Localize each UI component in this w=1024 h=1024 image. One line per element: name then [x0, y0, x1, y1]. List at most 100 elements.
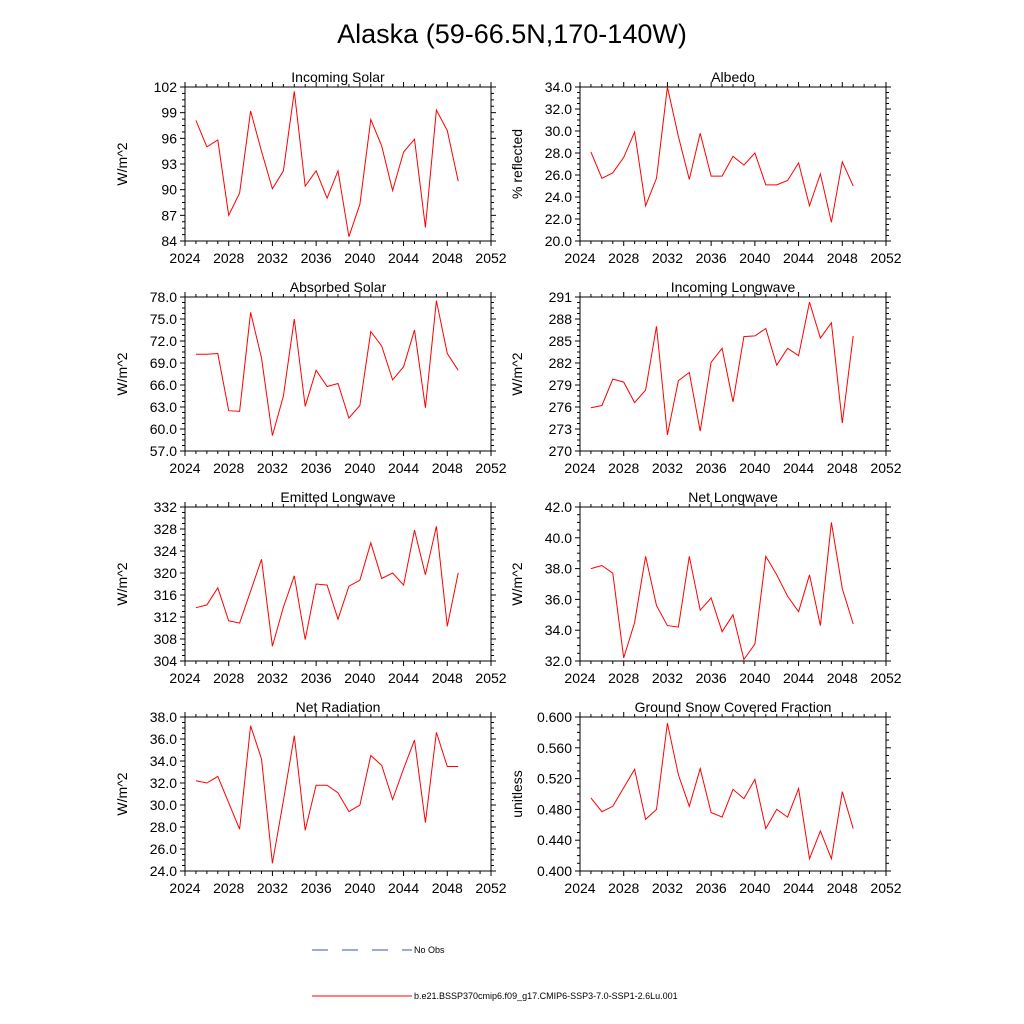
figure-title: Alaska (59-66.5N,170-140W)	[337, 19, 687, 49]
y-tick-label: 26.0	[545, 167, 572, 183]
x-tick-label: 2028	[608, 880, 639, 896]
y-tick-label: 273	[549, 421, 573, 437]
plot-frame	[184, 296, 492, 452]
series-line	[590, 86, 854, 223]
y-tick-label: 332	[154, 499, 178, 515]
x-tick-label: 2052	[870, 880, 901, 896]
x-tick-label: 2040	[739, 250, 770, 266]
series-line	[195, 526, 459, 647]
x-tick-label: 2044	[783, 250, 814, 266]
y-tick-label: 279	[549, 377, 573, 393]
y-tick-label: 87	[161, 207, 177, 223]
x-tick-label: 2052	[870, 250, 901, 266]
y-tick-label: 0.440	[537, 832, 572, 848]
x-tick-label: 2048	[432, 880, 463, 896]
x-tick-label: 2040	[739, 460, 770, 476]
plot-frame	[184, 86, 492, 242]
x-tick-label: 2048	[432, 250, 463, 266]
y-tick-label: 0.400	[537, 863, 572, 879]
x-tick-label: 2040	[344, 670, 375, 686]
y-tick-label: 312	[154, 609, 178, 625]
y-tick-label: 57.0	[150, 443, 177, 459]
x-tick-label: 2048	[827, 250, 858, 266]
x-tick-label: 2036	[301, 670, 332, 686]
panel-title: Incoming Solar	[291, 69, 385, 85]
series-line	[590, 301, 854, 435]
panel-title: Absorbed Solar	[290, 279, 387, 295]
x-tick-label: 2032	[257, 460, 288, 476]
plot-frame	[579, 506, 887, 662]
x-tick-label: 2052	[870, 670, 901, 686]
panel-title: Incoming Longwave	[671, 279, 796, 295]
x-tick-label: 2044	[783, 880, 814, 896]
y-tick-label: 316	[154, 587, 178, 603]
y-tick-label: 34.0	[545, 79, 572, 95]
x-tick-label: 2028	[608, 250, 639, 266]
x-tick-label: 2032	[257, 670, 288, 686]
y-tick-label: 34.0	[150, 753, 177, 769]
y-tick-label: 20.0	[545, 233, 572, 249]
x-tick-label: 2024	[564, 880, 595, 896]
y-tick-label: 28.0	[545, 145, 572, 161]
y-tick-label: 30.0	[545, 123, 572, 139]
y-tick-label: 69.0	[150, 355, 177, 371]
x-tick-label: 2024	[564, 250, 595, 266]
y-tick-label: 291	[549, 289, 573, 305]
y-tick-label: 99	[161, 105, 177, 121]
plot-frame	[184, 716, 492, 872]
y-tick-label: 40.0	[545, 530, 572, 546]
panels: Incoming Solar W/m^2 2024 2028 2032 2036 2040 2…	[114, 69, 902, 896]
y-tick-label: 32.0	[150, 775, 177, 791]
y-tick-label: 38.0	[150, 709, 177, 725]
chart-panel: Incoming Longwave W/m^2 2024 2028 2032 2036 20…	[509, 279, 902, 476]
x-tick-label: 2024	[169, 250, 200, 266]
y-tick-label: 42.0	[545, 499, 572, 515]
x-tick-label: 2032	[652, 250, 683, 266]
chart-panel: Absorbed Solar W/m^2 2024 2028 2032 2036 2040 2…	[114, 279, 507, 476]
x-tick-label: 2048	[827, 460, 858, 476]
y-tick-label: 0.560	[537, 740, 572, 756]
x-tick-label: 2044	[783, 460, 814, 476]
x-tick-label: 2040	[739, 880, 770, 896]
y-tick-label: 304	[154, 653, 178, 669]
x-tick-label: 2048	[827, 880, 858, 896]
x-tick-label: 2028	[213, 880, 244, 896]
y-axis-label: W/m^2	[509, 352, 525, 395]
y-axis-label: W/m^2	[114, 772, 130, 815]
chart-panel: Albedo % reflected 2024 2028 2032 2036 2040 204…	[509, 69, 902, 266]
x-tick-label: 2052	[475, 460, 506, 476]
y-tick-label: 320	[154, 565, 178, 581]
legend-obs-label: No Obs	[414, 945, 445, 955]
x-tick-label: 2052	[870, 460, 901, 476]
x-tick-label: 2044	[388, 250, 419, 266]
y-tick-label: 32.0	[545, 101, 572, 117]
y-tick-label: 75.0	[150, 311, 177, 327]
x-tick-label: 2032	[652, 670, 683, 686]
x-tick-label: 2052	[475, 670, 506, 686]
y-tick-label: 30.0	[150, 797, 177, 813]
y-tick-label: 282	[549, 355, 573, 371]
y-tick-label: 324	[154, 543, 178, 559]
chart-panel: Incoming Solar W/m^2 2024 2028 2032 2036 2040 2…	[114, 69, 507, 266]
x-tick-label: 2052	[475, 880, 506, 896]
y-tick-label: 328	[154, 521, 178, 537]
x-tick-label: 2028	[213, 250, 244, 266]
y-tick-label: 22.0	[545, 211, 572, 227]
y-tick-label: 96	[161, 130, 177, 146]
y-tick-label: 28.0	[150, 819, 177, 835]
y-tick-label: 24.0	[150, 863, 177, 879]
y-axis-label: % reflected	[509, 129, 525, 199]
x-tick-label: 2040	[344, 880, 375, 896]
chart-panel: Net Radiation W/m^2 2024 2028 2032 2036 2040 20…	[114, 699, 507, 896]
x-tick-label: 2036	[301, 250, 332, 266]
y-tick-label: 90	[161, 182, 177, 198]
y-tick-label: 36.0	[150, 731, 177, 747]
x-tick-label: 2036	[696, 460, 727, 476]
y-tick-label: 60.0	[150, 421, 177, 437]
series-line	[590, 522, 854, 661]
x-tick-label: 2024	[169, 670, 200, 686]
chart-panel: Ground Snow Covered Fraction unitless 2024…	[509, 699, 902, 896]
x-tick-label: 2028	[608, 670, 639, 686]
y-tick-label: 308	[154, 631, 178, 647]
